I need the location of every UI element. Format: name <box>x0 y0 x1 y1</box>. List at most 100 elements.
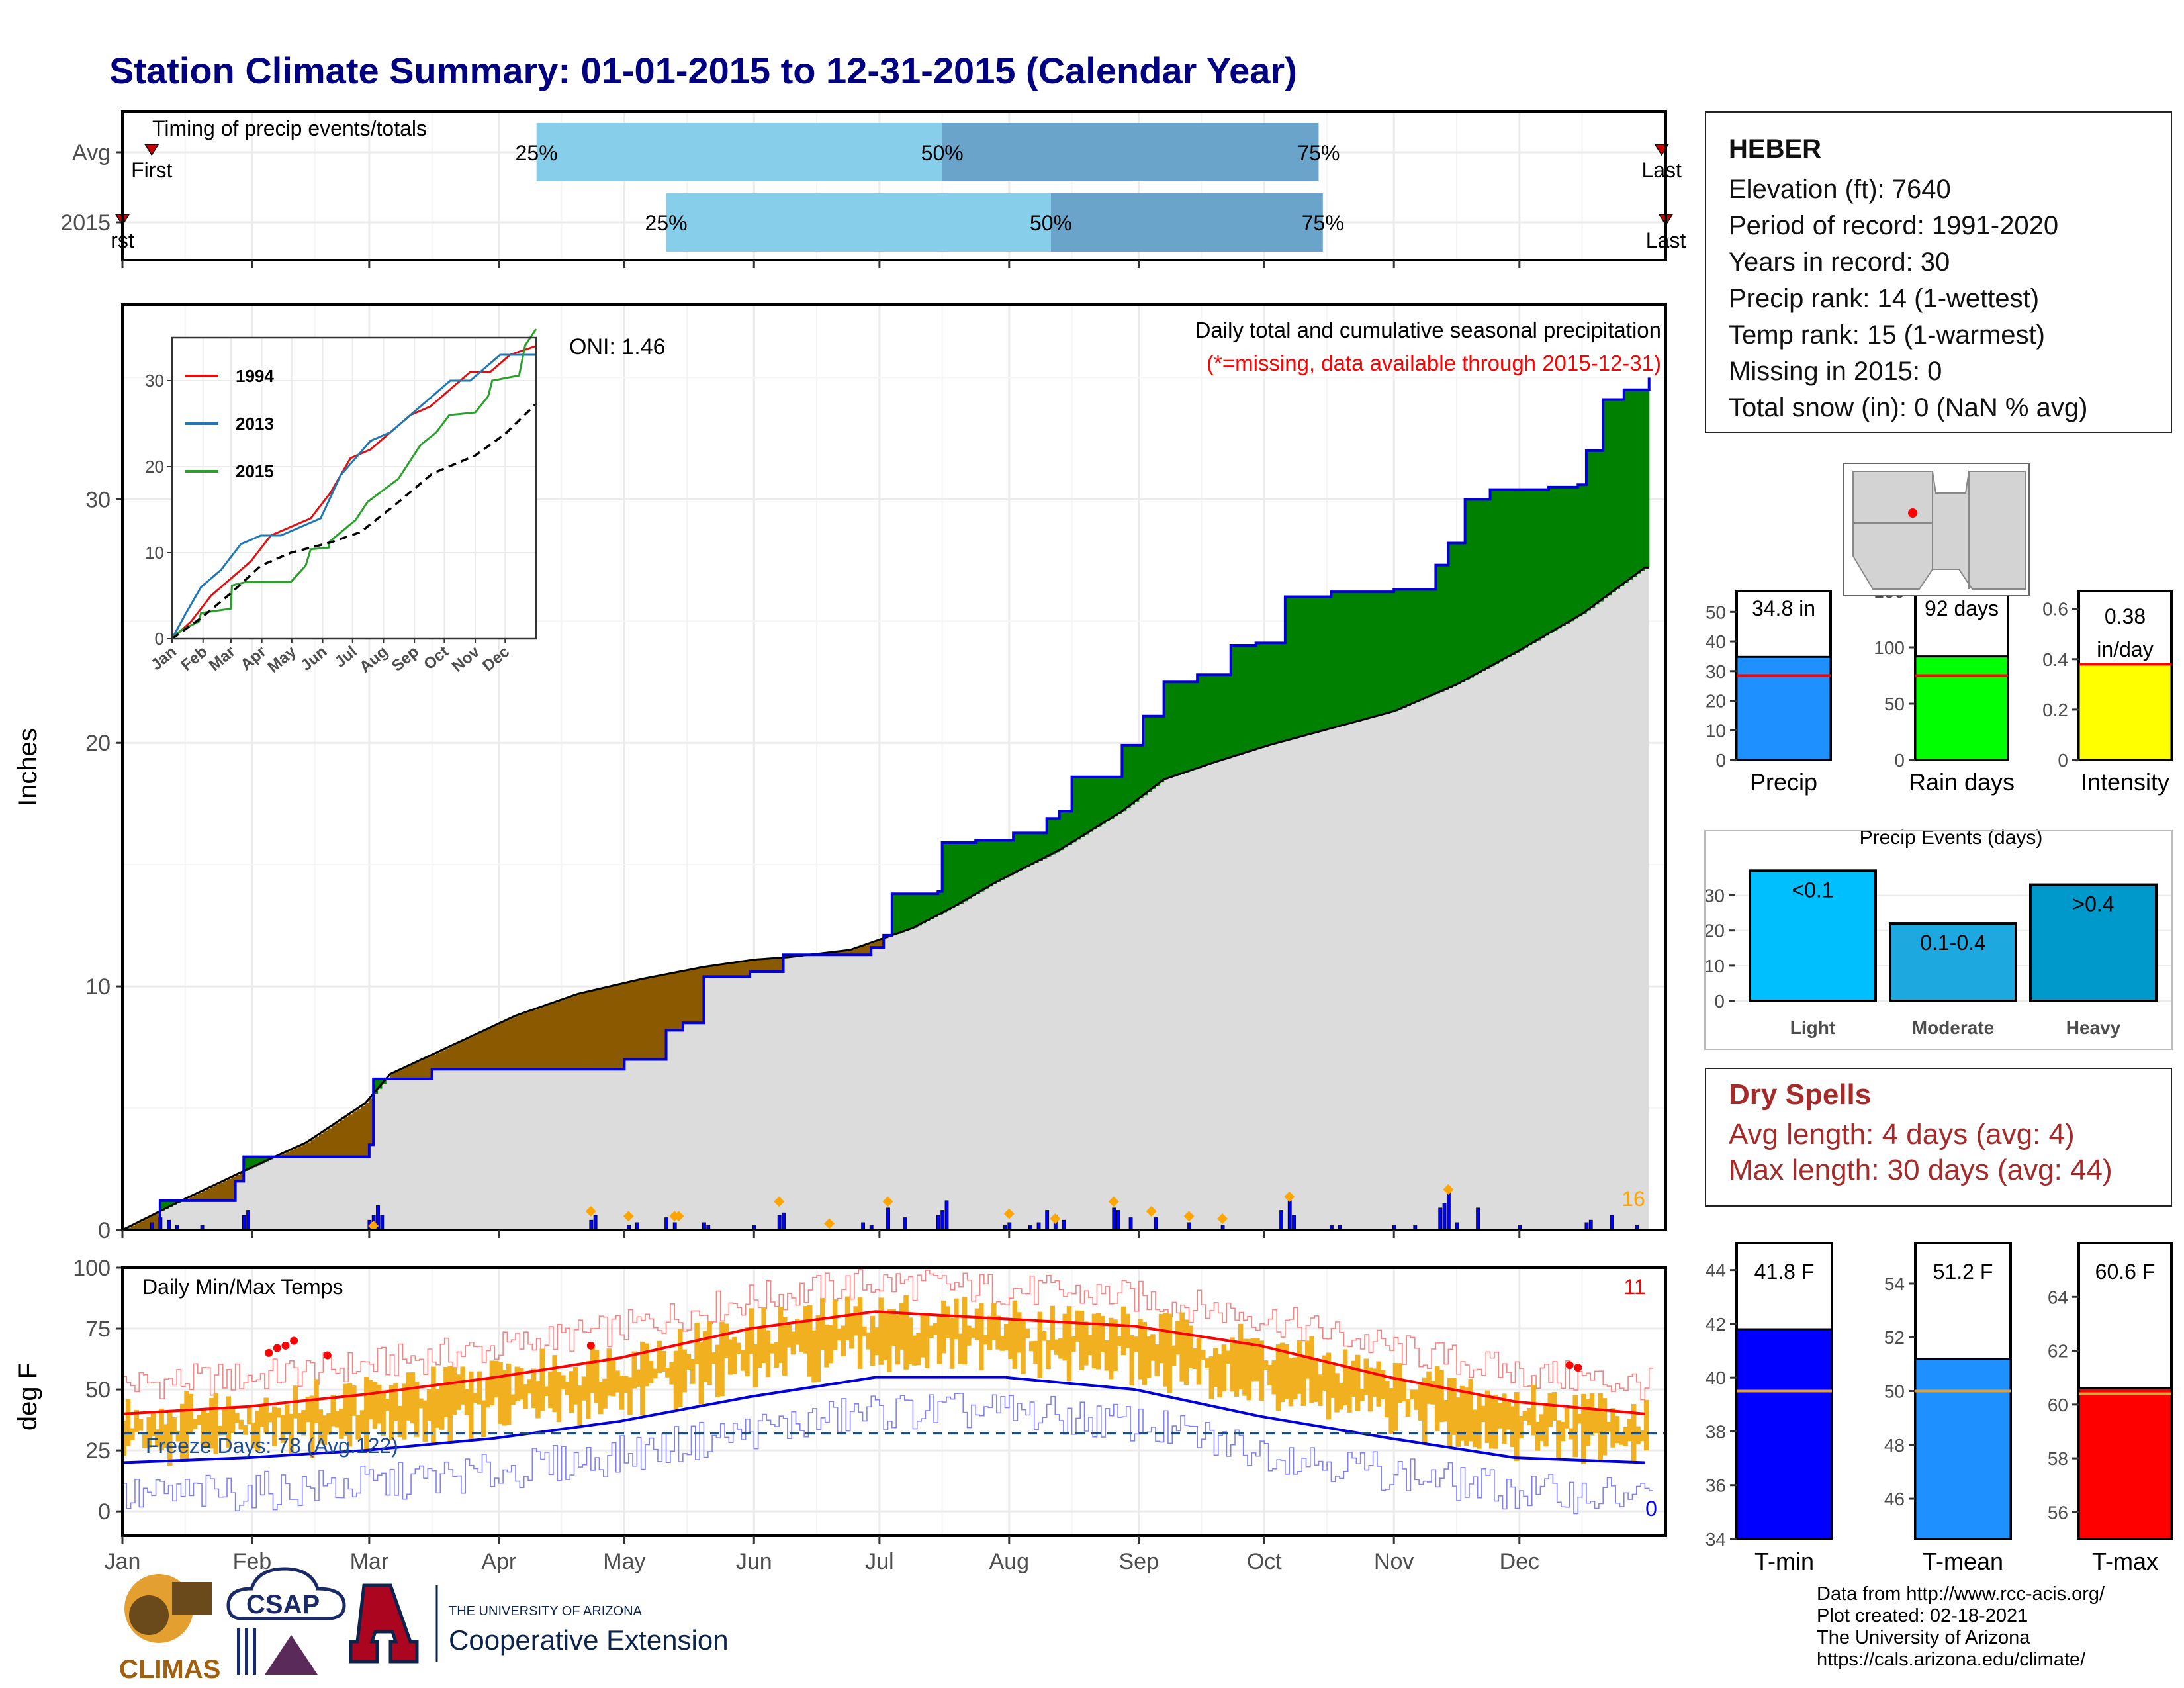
daily-temp-range-bar <box>1547 1393 1553 1427</box>
above-avg-area <box>1222 675 1228 760</box>
daily-temp-range-bar <box>719 1321 725 1397</box>
above-avg-area <box>1569 487 1574 622</box>
daily-temp-range-bar <box>962 1297 968 1365</box>
daily-temp-range-bar <box>1221 1344 1227 1392</box>
above-avg-area <box>1285 596 1290 741</box>
below-avg-area <box>281 1153 287 1157</box>
daily-temp-range-bar <box>343 1383 348 1436</box>
below-avg-area <box>879 939 884 948</box>
daily-temp-range-bar <box>318 1409 324 1444</box>
locator-map <box>1843 463 2030 596</box>
above-avg-area <box>1130 745 1135 805</box>
below-avg-area <box>214 1184 219 1201</box>
quartile-label: 25% <box>516 141 558 165</box>
daily-temp-range-bar <box>1196 1337 1202 1385</box>
summary-y-tick-label: 56 <box>2048 1502 2068 1523</box>
daily-temp-range-bar <box>657 1340 662 1374</box>
daily-temp-range-bar <box>929 1325 934 1338</box>
above-avg-area <box>1385 592 1390 714</box>
daily-temp-range-bar <box>757 1327 762 1368</box>
daily-temp-range-bar <box>954 1298 959 1340</box>
month-tick-label: Nov <box>1374 1549 1414 1574</box>
daily-temp-range-bar <box>351 1385 357 1416</box>
daily-temp-range-bar <box>179 1403 185 1461</box>
daily-temp-range-bar <box>1502 1393 1507 1444</box>
above-avg-area <box>1050 818 1056 855</box>
above-avg-area <box>1427 589 1432 697</box>
above-avg-area <box>1586 450 1591 611</box>
below-avg-area <box>394 1072 399 1079</box>
above-avg-area <box>1155 716 1160 786</box>
below-avg-area <box>424 1058 428 1079</box>
daily-precip-bar <box>158 1217 163 1231</box>
daily-temp-range-bar <box>774 1342 779 1368</box>
above-avg-area <box>1641 389 1646 571</box>
daily-temp-range-bar <box>1208 1356 1214 1399</box>
above-avg-area <box>1461 543 1466 682</box>
daily-temp-range-bar <box>790 1331 796 1355</box>
daily-temp-range-bar <box>1242 1338 1248 1396</box>
below-avg-area <box>749 960 754 972</box>
summary-y-tick-label: 40 <box>1706 1368 1726 1388</box>
daily-temp-range-bar <box>385 1399 390 1411</box>
daily-temp-range-bar <box>230 1406 236 1433</box>
daily-temp-range-bar <box>238 1419 244 1430</box>
below-avg-area <box>704 966 709 977</box>
below-avg-area <box>197 1192 203 1201</box>
daily-temp-range-bar <box>698 1342 704 1405</box>
daily-temp-range-bar <box>853 1306 858 1336</box>
below-avg-area <box>469 1037 475 1070</box>
daily-temp-range-bar <box>247 1407 252 1425</box>
daily-precip-bar <box>1438 1207 1443 1231</box>
daily-temp-range-bar <box>1250 1338 1256 1382</box>
below-avg-area <box>687 970 692 1023</box>
temp-value-label: 51.2 F <box>1933 1260 1993 1284</box>
daily-temp-range-bar <box>406 1372 411 1421</box>
below-avg-area <box>528 1011 533 1070</box>
daily-temp-range-bar <box>1163 1313 1168 1387</box>
daily-temp-range-bar <box>305 1397 311 1423</box>
daily-temp-range-bar <box>1484 1390 1490 1443</box>
daily-temp-range-bar <box>443 1366 449 1417</box>
summary-y-tick-label: 50 <box>1884 1382 1905 1402</box>
above-avg-area <box>1097 776 1102 827</box>
above-avg-area <box>1527 489 1533 646</box>
daily-temp-range-bar <box>301 1410 306 1436</box>
above-avg-area <box>1519 489 1524 651</box>
daily-temp-range-bar <box>523 1384 528 1409</box>
precip-events-panel: 0 10 20 30 <0.1 Light 0.1-0.4 Moderate >0.4 Heavy… <box>1704 827 2173 1050</box>
daily-temp-range-bar <box>422 1400 428 1442</box>
daily-temp-range-bar <box>1439 1370 1444 1423</box>
daily-temp-range-bar <box>309 1395 315 1458</box>
daily-temp-range-bar <box>1167 1313 1172 1393</box>
daily-temp-range-bar <box>1635 1426 1641 1445</box>
below-avg-area <box>641 979 646 1060</box>
event-category-label: Moderate <box>1912 1017 1994 1038</box>
below-avg-area <box>599 988 604 1070</box>
daily-temp-range-bar <box>1472 1409 1478 1448</box>
above-avg-area <box>248 1156 253 1170</box>
daily-temp-range-bar <box>660 1350 666 1372</box>
below-avg-area <box>590 990 596 1070</box>
summary-y-tick-label: 50 <box>1706 602 1726 622</box>
month-tick-label: Jul <box>865 1549 893 1574</box>
above-avg-area <box>1561 487 1566 626</box>
record-hot-marker <box>265 1348 273 1357</box>
daily-temp-range-bar <box>1430 1381 1436 1405</box>
below-avg-area <box>536 1008 541 1070</box>
daily-temp-range-bar <box>1434 1366 1440 1431</box>
above-avg-area <box>917 894 922 926</box>
daily-temp-range-bar <box>364 1377 369 1453</box>
above-avg-area <box>1113 776 1118 817</box>
above-avg-area <box>904 894 909 931</box>
missing-day-marker <box>673 1211 684 1222</box>
daily-temp-range-bar <box>1297 1340 1302 1394</box>
daily-temp-range-bar <box>1627 1418 1633 1442</box>
daily-temp-range-bar <box>372 1382 378 1429</box>
above-avg-area <box>1356 592 1361 722</box>
above-avg-area <box>1251 645 1257 751</box>
daily-temp-range-bar <box>1464 1387 1469 1446</box>
above-avg-area <box>1619 399 1625 586</box>
below-avg-area <box>712 965 717 977</box>
daily-temp-range-bar <box>837 1328 842 1341</box>
